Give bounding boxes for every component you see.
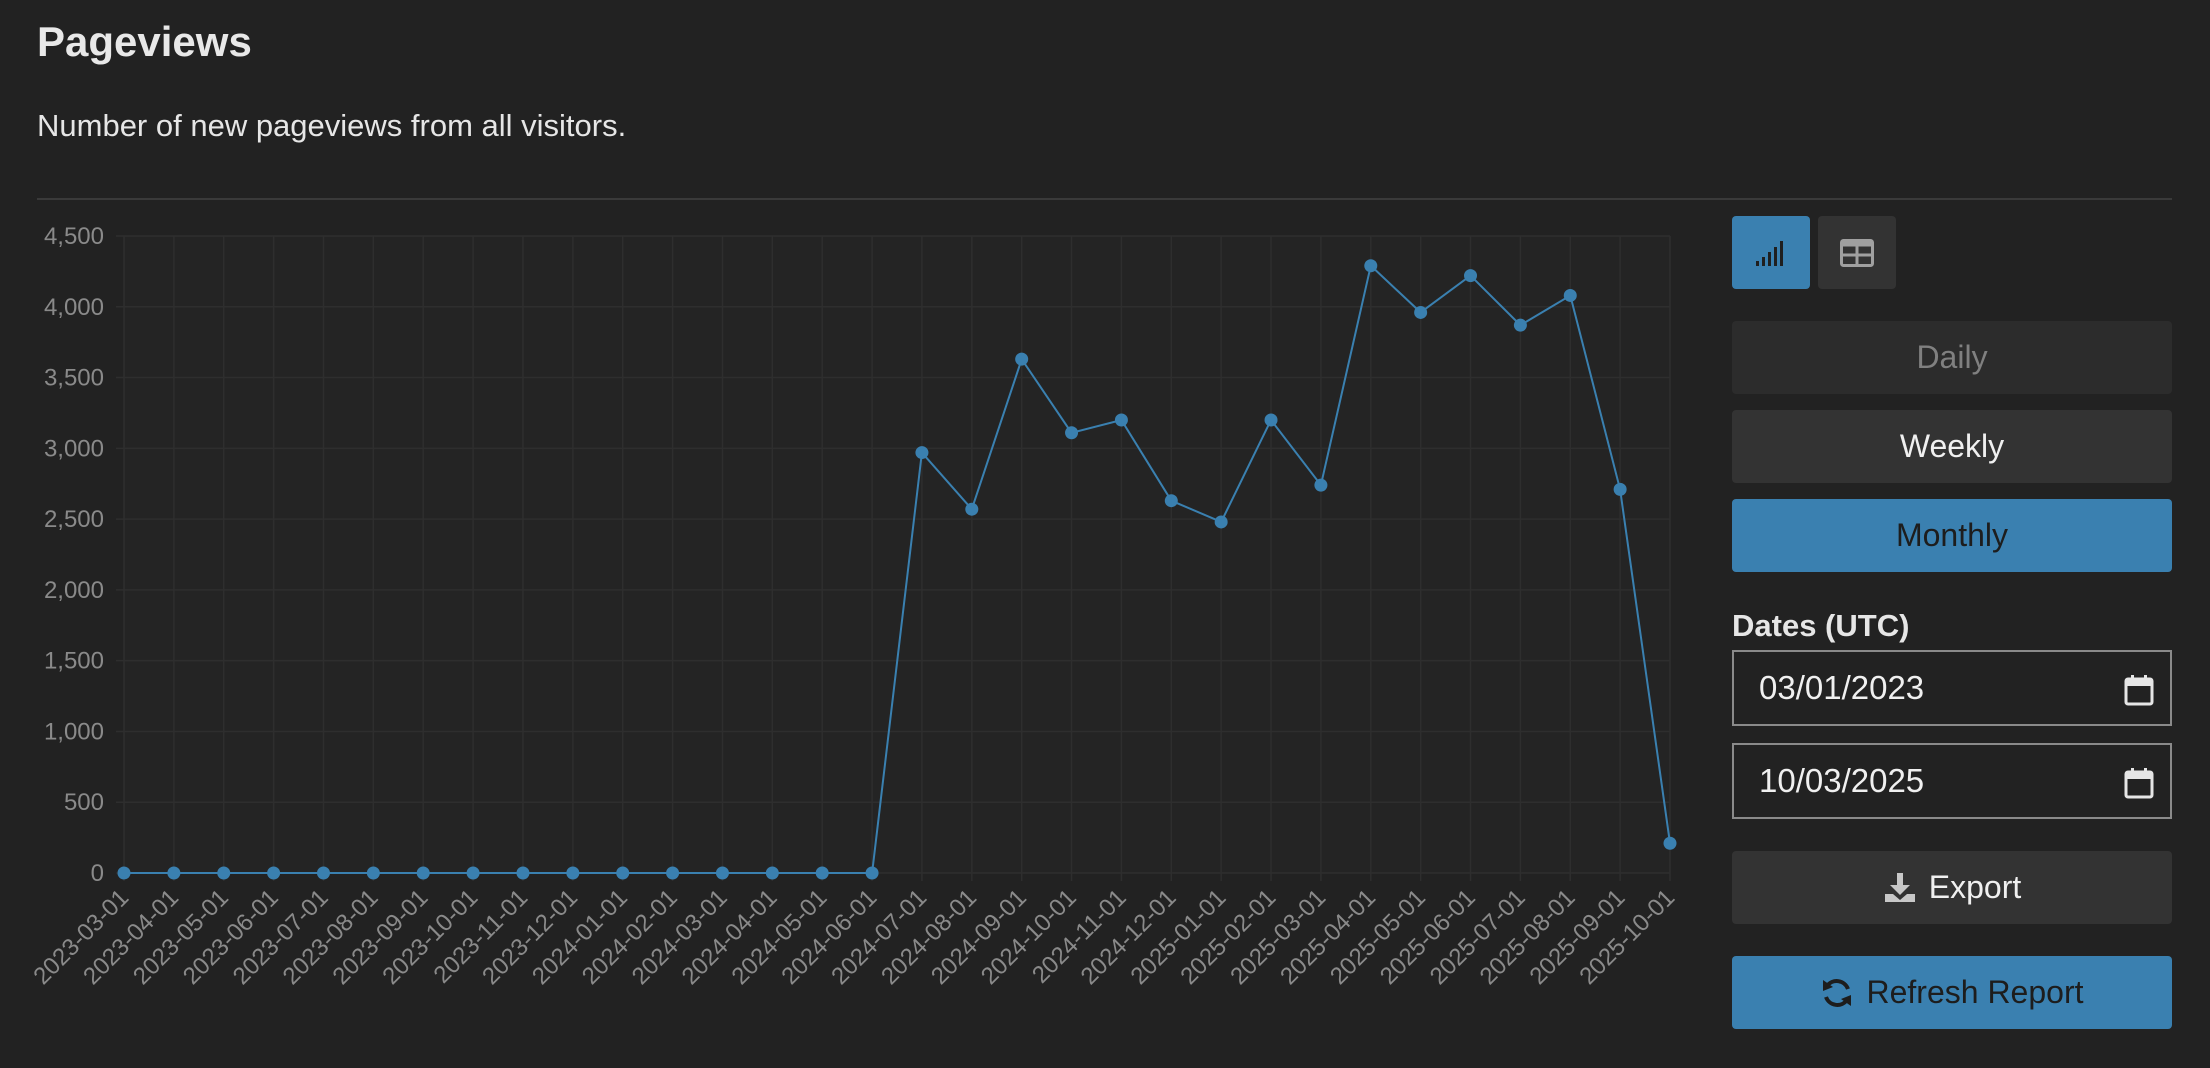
data-point[interactable] (167, 866, 181, 880)
x-axis-ticks: 2023-03-012023-04-012023-05-012023-06-01… (28, 884, 1680, 990)
data-point[interactable] (1164, 494, 1178, 508)
data-point[interactable] (1264, 413, 1278, 427)
plot-area (124, 236, 1670, 873)
data-point[interactable] (267, 866, 281, 880)
y-tick-label: 4,000 (44, 294, 104, 321)
data-point[interactable] (416, 866, 430, 880)
calendar-icon[interactable] (2124, 767, 2154, 799)
refresh-icon (1822, 978, 1851, 1007)
chart-grid (116, 235, 1671, 881)
data-point[interactable] (1563, 288, 1577, 302)
data-point[interactable] (316, 866, 330, 880)
data-point[interactable] (366, 866, 380, 880)
refresh-label: Refresh Report (1866, 974, 2084, 1010)
end-date-value: 10/03/2025 (1759, 762, 1925, 799)
export-label: Export (1928, 869, 2022, 905)
y-axis-ticks: 0 500 1,000 1,500 2,000 2,500 3,000 3,500 4,000 4… (44, 223, 104, 887)
export-button[interactable]: Export (1732, 851, 2172, 924)
y-tick-label: 0 (91, 860, 104, 887)
y-tick-label: 1,000 (44, 718, 104, 745)
data-point[interactable] (865, 866, 879, 880)
page-title: Pageviews (37, 18, 252, 65)
data-point[interactable] (1613, 482, 1627, 496)
y-tick-label: 2,500 (44, 506, 104, 533)
monthly-button[interactable]: Monthly (1732, 499, 2172, 572)
data-point[interactable] (566, 866, 580, 880)
data-point[interactable] (516, 866, 530, 880)
table-icon (1840, 238, 1874, 267)
chart-svg: 0 500 1,000 1,500 2,000 2,500 3,000 3,500 4,000 4… (28, 223, 1680, 990)
data-point[interactable] (1015, 352, 1029, 366)
data-point[interactable] (666, 866, 680, 880)
y-tick-label: 3,000 (44, 435, 104, 462)
data-point[interactable] (715, 866, 729, 880)
data-point[interactable] (1114, 413, 1128, 427)
data-point[interactable] (1065, 426, 1079, 440)
data-point[interactable] (1214, 515, 1228, 529)
data-point[interactable] (466, 866, 480, 880)
y-tick-label: 500 (64, 789, 104, 816)
weekly-button[interactable]: Weekly (1732, 410, 2172, 483)
data-point[interactable] (1513, 318, 1527, 332)
page-subtitle: Number of new pageviews from all visitor… (37, 108, 627, 143)
divider (37, 198, 2172, 200)
signal-bars-icon (1756, 240, 1783, 266)
y-tick-label: 3,500 (44, 365, 104, 392)
y-tick-label: 4,500 (44, 223, 104, 250)
series-line (124, 263, 1671, 874)
pageviews-chart: 0 500 1,000 1,500 2,000 2,500 3,000 3,500 4,000 4… (0, 200, 1700, 1068)
data-point[interactable] (117, 866, 131, 880)
table-view-button[interactable] (1818, 216, 1896, 289)
y-tick-label: 2,000 (44, 577, 104, 604)
series-points (117, 259, 1677, 880)
data-point[interactable] (1663, 836, 1677, 850)
data-point[interactable] (1364, 259, 1378, 273)
data-point[interactable] (915, 446, 929, 460)
daily-button[interactable]: Daily (1732, 321, 2172, 394)
data-point[interactable] (1464, 269, 1478, 283)
data-point[interactable] (1414, 305, 1428, 319)
start-date-field[interactable]: 03/01/2023 (1732, 650, 2172, 726)
series-line-path (124, 263, 1671, 874)
calendar-icon[interactable] (2124, 674, 2154, 706)
start-date-value: 03/01/2023 (1759, 669, 1925, 706)
data-point[interactable] (815, 866, 829, 880)
data-point[interactable] (965, 502, 979, 516)
download-icon (1884, 872, 1915, 902)
data-point[interactable] (217, 866, 231, 880)
data-point[interactable] (765, 866, 779, 880)
refresh-report-button[interactable]: Refresh Report (1732, 956, 2172, 1029)
data-point[interactable] (1314, 478, 1328, 492)
chart-view-button[interactable] (1732, 216, 1810, 289)
y-tick-label: 1,500 (44, 648, 104, 675)
dates-label: Dates (UTC) (1732, 608, 1910, 643)
data-point[interactable] (616, 866, 630, 880)
end-date-field[interactable]: 10/03/2025 (1732, 743, 2172, 819)
